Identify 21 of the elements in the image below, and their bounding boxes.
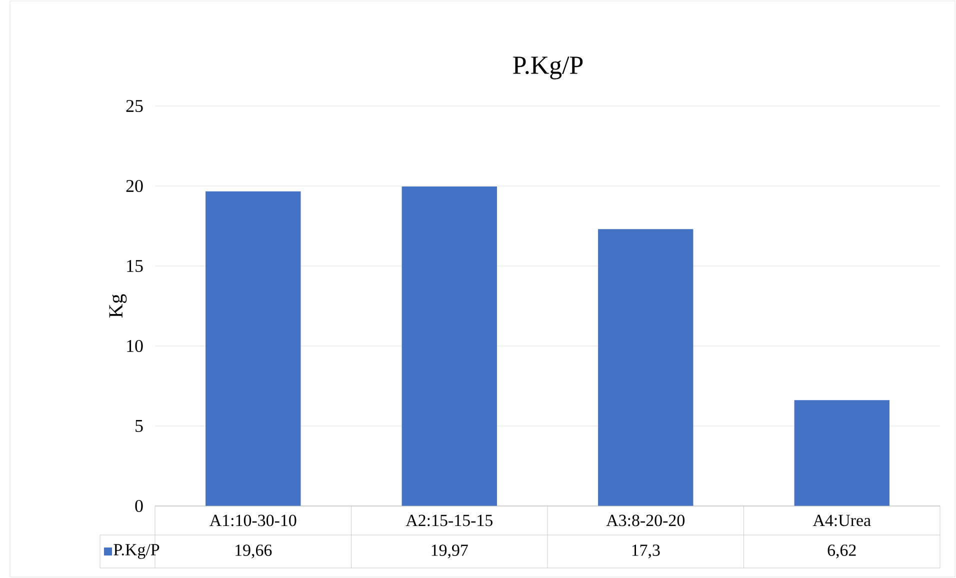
- y-tick-label: 0: [135, 500, 143, 512]
- bar: [598, 229, 694, 506]
- bar: [402, 186, 497, 506]
- chart-title: P.Kg/P: [513, 56, 583, 80]
- x-tick-label: A4:Urea: [812, 514, 871, 526]
- data-label: 19,97: [432, 544, 468, 558]
- x-tick-label: A1:10-30-10: [210, 514, 296, 526]
- y-tick-label: 20: [126, 180, 143, 192]
- y-tick-label: 10: [127, 340, 143, 352]
- x-tick-label: A3:8-20-20: [606, 514, 684, 526]
- bar: [206, 191, 301, 506]
- x-tick-label: A2:15-15-15: [406, 514, 492, 526]
- y-tick-label: 15: [127, 260, 143, 272]
- y-tick-label: 25: [126, 100, 143, 112]
- data-label: 19,66: [236, 544, 272, 558]
- legend-label: P.Kg/P: [114, 544, 160, 559]
- bar: [794, 400, 890, 506]
- data-label: 17,3: [632, 544, 660, 558]
- y-tick-label: 5: [136, 420, 143, 432]
- data-label: 6,62: [828, 544, 856, 558]
- y-axis-title: Kg: [109, 294, 127, 318]
